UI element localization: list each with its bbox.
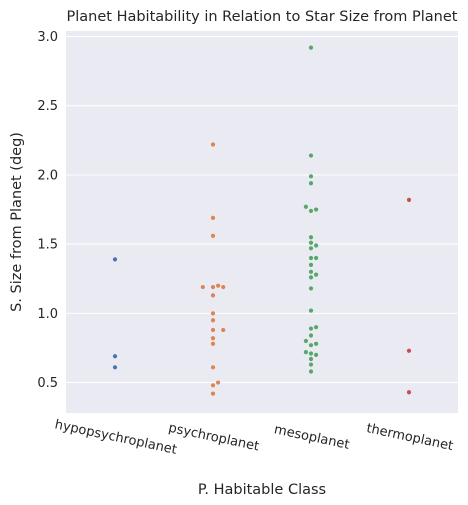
data-point [303,338,308,344]
data-point [210,327,216,333]
data-point [308,262,314,268]
data-point [308,174,314,179]
data-point [308,369,314,374]
data-point [308,153,314,158]
data-point [210,284,216,290]
data-point [314,255,319,261]
data-point [200,284,205,290]
y-tick-label: 2.0 [37,168,58,183]
x-tick-label: psychroplanet [167,421,260,455]
data-point [314,325,319,330]
data-point [314,272,319,277]
data-point [112,365,118,370]
data-point [308,255,314,261]
x-tick-label: hypopsychroplanet [53,417,178,458]
data-point [314,341,319,346]
data-point [308,362,314,367]
x-tick-label: thermoplanet [365,421,454,454]
data-point [308,351,314,356]
data-point [308,275,314,280]
data-point [210,215,216,220]
data-point [308,45,314,50]
data-point [406,348,412,353]
y-tick-label: 1.0 [37,307,58,322]
plot-background [66,31,458,413]
x-axis-label: P. Habitable Class [198,482,326,498]
data-point [303,204,308,209]
data-points [112,45,412,396]
data-point [303,350,308,355]
data-point [308,269,314,274]
data-point [210,391,216,396]
data-point [221,327,226,333]
data-point [314,352,319,357]
data-point [210,293,216,298]
grid-lines [66,36,458,384]
data-point [308,240,314,245]
data-point [308,326,314,331]
y-axis-label: S. Size from Planet (deg) [9,132,25,312]
x-tick-label: mesoplanet [273,422,351,453]
data-point [308,333,314,338]
data-point [308,343,314,348]
y-tick-label: 3.0 [37,30,58,45]
data-point [210,311,216,316]
data-point [308,308,314,313]
data-point [314,207,319,212]
data-point [112,354,118,359]
data-point [308,286,314,291]
data-point [210,341,216,346]
data-point [308,181,314,186]
data-point [308,246,314,251]
y-tick-label: 0.5 [37,376,58,391]
data-point [308,235,314,240]
data-point [210,336,216,341]
data-point [221,284,226,290]
y-tick-labels: 0.5 1.0 1.5 2.0 2.5 3.0 [37,30,58,391]
data-point [314,243,319,248]
data-point [210,383,216,388]
data-point [210,233,216,238]
data-point [308,208,314,214]
y-tick-label: 1.5 [37,238,58,253]
data-point [210,365,216,370]
data-point [216,283,221,288]
y-tick-label: 2.5 [37,99,58,114]
data-point [308,356,314,362]
data-point [406,390,412,395]
data-point [216,380,221,385]
data-point [210,318,216,323]
data-point [210,142,216,147]
data-point [112,257,118,262]
chart-title: Planet Habitability in Relation to Star … [67,9,458,25]
data-point [406,197,412,202]
